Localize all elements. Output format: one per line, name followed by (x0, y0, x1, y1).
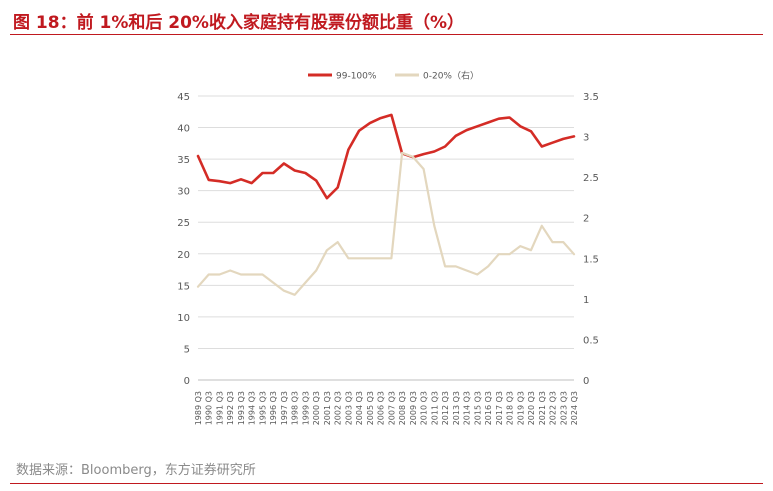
x-tick-label: 2021 Q3 (538, 391, 547, 425)
x-tick-label: 1991 Q3 (215, 391, 224, 425)
x-tick-label: 2004 Q3 (355, 391, 364, 425)
left-tick-label: 25 (177, 218, 190, 229)
right-axis-ticks: 0 0.5 1 1.5 2 2.5 3 3.5 (583, 92, 599, 387)
x-tick-label: 1996 Q3 (269, 391, 278, 425)
x-axis-ticks: 1989 Q3 1990 Q3 1991 Q3 1992 Q3 1993 Q3 1994 … (194, 379, 579, 425)
x-tick-label: 2008 Q3 (398, 391, 407, 425)
x-tick-label: 2024 Q3 (570, 391, 579, 425)
left-tick-label: 10 (177, 313, 190, 324)
x-tick-label: 2022 Q3 (549, 391, 558, 425)
series-line-top (196, 113, 576, 200)
x-tick-label: 2007 Q3 (387, 391, 396, 425)
x-tick-label: 1990 Q3 (205, 391, 214, 425)
x-tick-label: 1993 Q3 (237, 391, 246, 425)
legend: 99-100% 0-20%（右） (308, 70, 479, 82)
source-note: 数据来源：Bloomberg，东方证券研究所 (16, 463, 256, 478)
right-tick-label: 1 (583, 295, 589, 306)
x-tick-label: 2011 Q3 (430, 391, 439, 425)
right-tick-label: 3 (583, 133, 589, 144)
title-rule (10, 34, 763, 35)
x-tick-label: 1999 Q3 (301, 391, 310, 425)
legend-label: 0-20%（右） (423, 70, 479, 82)
series-line-bottom (196, 151, 576, 296)
left-axis-ticks: 0 5 10 15 20 25 30 35 40 45 (177, 92, 190, 387)
x-tick-label: 1995 Q3 (258, 391, 267, 425)
x-tick-label: 1989 Q3 (194, 391, 203, 425)
x-tick-label: 2010 Q3 (420, 391, 429, 425)
x-tick-label: 2015 Q3 (473, 391, 482, 425)
left-tick-label: 40 (177, 124, 190, 135)
right-tick-label: 1.5 (583, 254, 599, 265)
right-tick-label: 2.5 (583, 173, 599, 184)
x-tick-label: 2009 Q3 (409, 391, 418, 425)
left-tick-label: 15 (177, 281, 190, 292)
right-tick-label: 3.5 (583, 92, 599, 103)
x-tick-label: 1997 Q3 (280, 391, 289, 425)
x-tick-label: 2017 Q3 (495, 391, 504, 425)
x-tick-label: 2005 Q3 (366, 391, 375, 425)
x-tick-label: 2012 Q3 (441, 391, 450, 425)
x-tick-label: 2000 Q3 (312, 391, 321, 425)
x-tick-label: 2016 Q3 (484, 391, 493, 425)
right-tick-label: 0 (583, 376, 589, 387)
x-tick-label: 1998 Q3 (291, 391, 300, 425)
left-tick-label: 0 (184, 376, 190, 387)
x-tick-label: 2023 Q3 (559, 391, 568, 425)
right-tick-label: 0.5 (583, 335, 599, 346)
left-tick-label: 20 (177, 250, 190, 261)
left-tick-label: 5 (184, 344, 190, 355)
x-tick-label: 2006 Q3 (377, 391, 386, 425)
x-tick-label: 2001 Q3 (323, 391, 332, 425)
x-tick-label: 2013 Q3 (452, 391, 461, 425)
left-tick-label: 30 (177, 187, 190, 198)
footer-rule (10, 483, 763, 484)
x-tick-label: 1994 Q3 (248, 391, 257, 425)
series-layer (196, 113, 576, 296)
x-tick-label: 2014 Q3 (463, 391, 472, 425)
left-tick-label: 35 (177, 155, 190, 166)
x-tick-label: 1992 Q3 (226, 391, 235, 425)
x-tick-label: 2002 Q3 (334, 391, 343, 425)
x-tick-label: 2020 Q3 (527, 391, 536, 425)
right-tick-label: 2 (583, 214, 589, 225)
gridlines (198, 95, 574, 381)
legend-label: 99-100% (336, 72, 377, 82)
x-tick-label: 2019 Q3 (516, 391, 525, 425)
x-tick-label: 2018 Q3 (506, 391, 515, 425)
figure-title: 图 18：前 1%和后 20%收入家庭持有股票份额比重（%） (13, 13, 464, 33)
x-tick-label: 2003 Q3 (344, 391, 353, 425)
left-tick-label: 45 (177, 92, 190, 103)
